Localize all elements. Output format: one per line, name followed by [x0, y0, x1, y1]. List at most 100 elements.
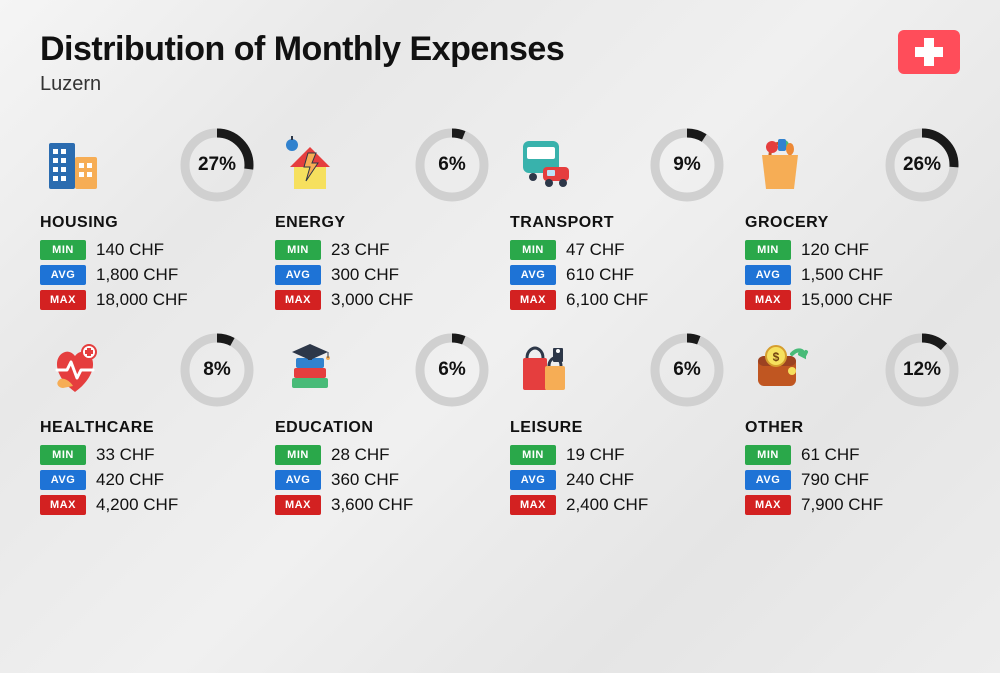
avg-badge: AVG [40, 265, 86, 285]
avg-value: 610 CHF [566, 265, 634, 285]
stat-row-max: MAX 3,000 CHF [275, 290, 490, 310]
avg-badge: AVG [745, 470, 791, 490]
min-value: 33 CHF [96, 445, 155, 465]
max-badge: MAX [275, 290, 321, 310]
min-value: 19 CHF [566, 445, 625, 465]
other-icon: $ [745, 335, 815, 405]
category-card: 8% HEALTHCARE MIN 33 CHF AVG 420 CHF MAX… [40, 331, 255, 520]
avg-badge: AVG [275, 470, 321, 490]
avg-badge: AVG [745, 265, 791, 285]
percent-donut: 8% [179, 332, 255, 408]
category-grid: 27% HOUSING MIN 140 CHF AVG 1,800 CHF MA… [40, 126, 960, 520]
max-badge: MAX [745, 290, 791, 310]
max-value: 3,000 CHF [331, 290, 413, 310]
min-badge: MIN [745, 445, 791, 465]
max-badge: MAX [40, 495, 86, 515]
max-badge: MAX [745, 495, 791, 515]
education-icon [275, 335, 345, 405]
stat-row-min: MIN 61 CHF [745, 445, 960, 465]
stat-row-min: MIN 120 CHF [745, 240, 960, 260]
max-badge: MAX [40, 290, 86, 310]
swiss-flag-icon [898, 30, 960, 74]
max-value: 15,000 CHF [801, 290, 893, 310]
avg-value: 360 CHF [331, 470, 399, 490]
category-card: $ 12% OTHER MIN 61 CHF AVG 790 CHF MAX 7… [745, 331, 960, 520]
min-value: 120 CHF [801, 240, 869, 260]
title-block: Distribution of Monthly Expenses Luzern [40, 30, 564, 96]
stat-row-min: MIN 28 CHF [275, 445, 490, 465]
max-value: 18,000 CHF [96, 290, 188, 310]
min-badge: MIN [40, 240, 86, 260]
stat-row-avg: AVG 300 CHF [275, 265, 490, 285]
avg-value: 790 CHF [801, 470, 869, 490]
page-title: Distribution of Monthly Expenses [40, 30, 564, 69]
category-name: ENERGY [275, 214, 490, 232]
stat-row-max: MAX 7,900 CHF [745, 495, 960, 515]
stat-row-max: MAX 6,100 CHF [510, 290, 725, 310]
min-badge: MIN [40, 445, 86, 465]
category-card: 27% HOUSING MIN 140 CHF AVG 1,800 CHF MA… [40, 126, 255, 315]
min-badge: MIN [275, 240, 321, 260]
stat-row-avg: AVG 610 CHF [510, 265, 725, 285]
grocery-icon [745, 130, 815, 200]
max-value: 7,900 CHF [801, 495, 883, 515]
stat-row-min: MIN 47 CHF [510, 240, 725, 260]
stat-row-avg: AVG 360 CHF [275, 470, 490, 490]
min-badge: MIN [510, 445, 556, 465]
category-card: 6% LEISURE MIN 19 CHF AVG 240 CHF MAX 2,… [510, 331, 725, 520]
page-subtitle: Luzern [40, 73, 564, 96]
avg-badge: AVG [275, 265, 321, 285]
stat-row-avg: AVG 1,500 CHF [745, 265, 960, 285]
min-value: 61 CHF [801, 445, 860, 465]
max-value: 3,600 CHF [331, 495, 413, 515]
category-card: 6% EDUCATION MIN 28 CHF AVG 360 CHF MAX … [275, 331, 490, 520]
leisure-icon [510, 335, 580, 405]
avg-badge: AVG [40, 470, 86, 490]
min-value: 140 CHF [96, 240, 164, 260]
category-name: LEISURE [510, 419, 725, 437]
percent-donut: 6% [414, 332, 490, 408]
percent-label: 9% [649, 127, 725, 203]
energy-icon [275, 130, 345, 200]
percent-donut: 6% [414, 127, 490, 203]
housing-icon [40, 130, 110, 200]
avg-badge: AVG [510, 265, 556, 285]
header: Distribution of Monthly Expenses Luzern [40, 30, 960, 96]
avg-value: 240 CHF [566, 470, 634, 490]
stat-row-min: MIN 140 CHF [40, 240, 255, 260]
percent-label: 12% [884, 332, 960, 408]
avg-value: 420 CHF [96, 470, 164, 490]
stat-row-max: MAX 4,200 CHF [40, 495, 255, 515]
percent-label: 6% [649, 332, 725, 408]
min-badge: MIN [275, 445, 321, 465]
category-name: OTHER [745, 419, 960, 437]
max-value: 2,400 CHF [566, 495, 648, 515]
percent-label: 27% [179, 127, 255, 203]
percent-label: 26% [884, 127, 960, 203]
percent-donut: 9% [649, 127, 725, 203]
max-badge: MAX [275, 495, 321, 515]
healthcare-icon [40, 335, 110, 405]
stat-row-avg: AVG 420 CHF [40, 470, 255, 490]
percent-label: 6% [414, 332, 490, 408]
min-value: 47 CHF [566, 240, 625, 260]
avg-value: 1,500 CHF [801, 265, 883, 285]
category-name: GROCERY [745, 214, 960, 232]
percent-donut: 26% [884, 127, 960, 203]
stat-row-min: MIN 33 CHF [40, 445, 255, 465]
category-card: 26% GROCERY MIN 120 CHF AVG 1,500 CHF MA… [745, 126, 960, 315]
stat-row-min: MIN 19 CHF [510, 445, 725, 465]
transport-icon [510, 130, 580, 200]
category-card: 6% ENERGY MIN 23 CHF AVG 300 CHF MAX 3,0… [275, 126, 490, 315]
percent-label: 6% [414, 127, 490, 203]
stat-row-max: MAX 3,600 CHF [275, 495, 490, 515]
stat-row-avg: AVG 240 CHF [510, 470, 725, 490]
stat-row-min: MIN 23 CHF [275, 240, 490, 260]
min-value: 28 CHF [331, 445, 390, 465]
category-name: EDUCATION [275, 419, 490, 437]
min-badge: MIN [510, 240, 556, 260]
stat-row-avg: AVG 1,800 CHF [40, 265, 255, 285]
category-name: TRANSPORT [510, 214, 725, 232]
min-badge: MIN [745, 240, 791, 260]
max-badge: MAX [510, 495, 556, 515]
